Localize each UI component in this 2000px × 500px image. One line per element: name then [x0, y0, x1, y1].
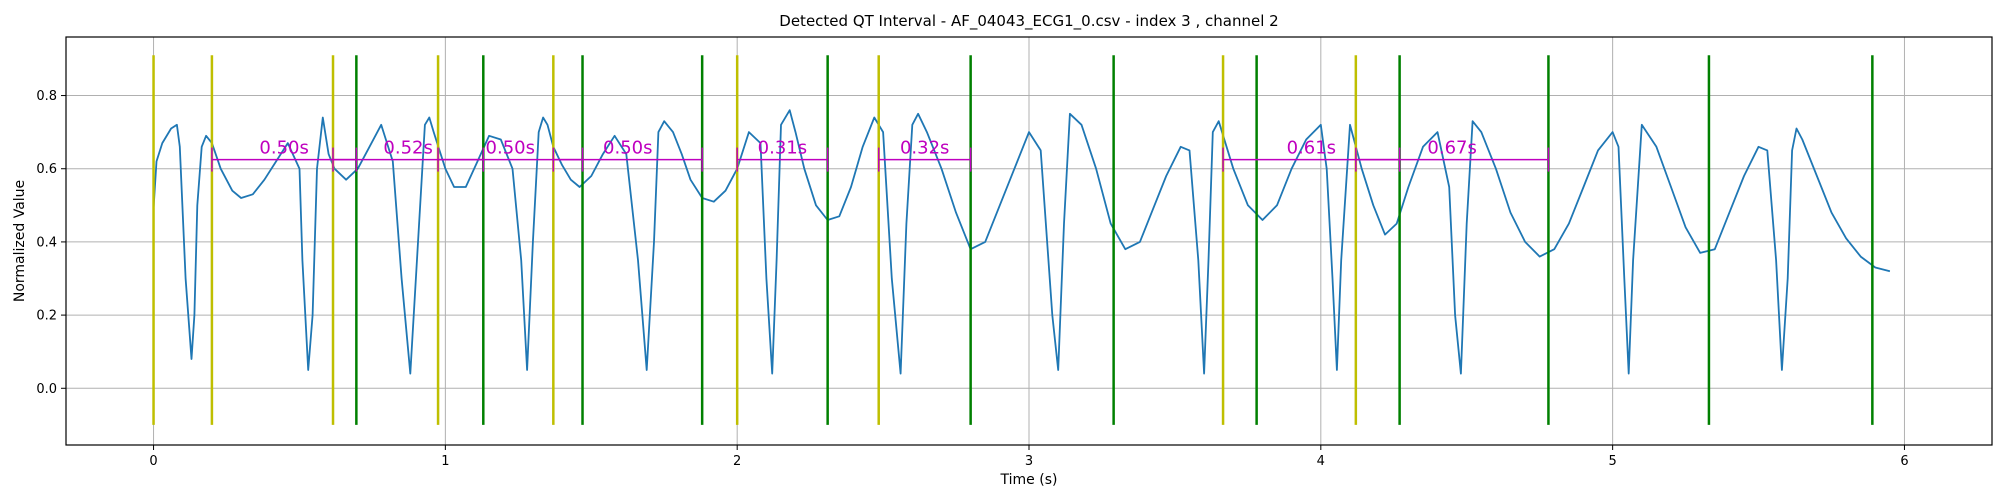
y-axis-label: Normalized Value [12, 180, 28, 302]
qt-interval-label: 0.31s [758, 138, 807, 159]
y-tick-label: 0.4 [36, 235, 57, 250]
qt-interval-label: 0.50s [259, 138, 308, 159]
y-tick-label: 0.0 [36, 382, 57, 397]
chart-title: Detected QT Interval - AF_04043_ECG1_0.c… [779, 12, 1278, 31]
qt-interval-label: 0.32s [900, 138, 949, 159]
y-tick-label: 0.6 [36, 162, 57, 177]
x-tick-label: 3 [1025, 454, 1033, 469]
qt-interval-label: 0.67s [1427, 138, 1476, 159]
qt-interval-label: 0.50s [603, 138, 652, 159]
x-tick-label: 1 [441, 454, 449, 469]
ecg-signal-line [152, 109, 1891, 375]
qt-interval-label: 0.52s [383, 138, 432, 159]
x-tick-label: 0 [149, 454, 157, 469]
x-tick-label: 4 [1317, 454, 1325, 469]
x-tick-label: 2 [733, 454, 741, 469]
axis-ticks: 0 1 2 3 4 5 6 0.0 0.2 0.4 0.6 0.8 [36, 89, 1908, 469]
ecg-signal-layer [152, 109, 1891, 375]
qt-interval-label: 0.61s [1287, 138, 1336, 159]
x-tick-label: 5 [1608, 454, 1616, 469]
marker-layer [152, 55, 1874, 425]
qt-interval-label: 0.50s [486, 138, 535, 159]
qt-interval-layer: 0.50s 0.52s 0.50s 0.50s 0.31s 0.32s 0.61s 0.67s [211, 138, 1550, 172]
x-axis-label: Time (s) [1000, 472, 1058, 488]
y-tick-label: 0.2 [36, 309, 57, 324]
x-tick-label: 6 [1900, 454, 1908, 469]
grid [66, 37, 1992, 445]
y-tick-label: 0.8 [36, 89, 57, 104]
